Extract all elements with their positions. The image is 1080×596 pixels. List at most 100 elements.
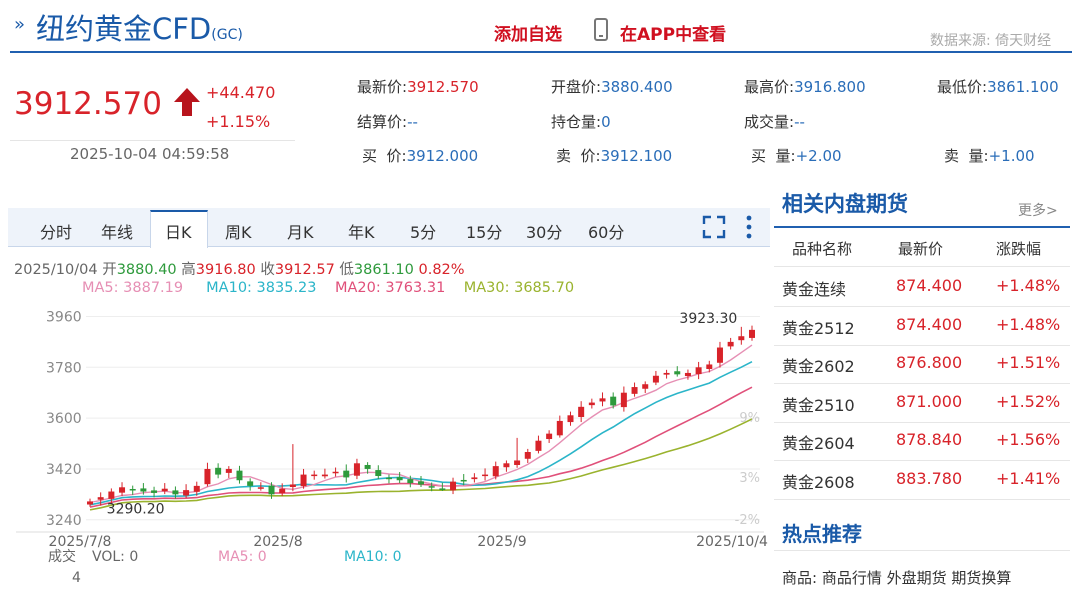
quote-ask: 卖 价:3912.100 [556,147,673,165]
y-tick-label: 3240 [46,513,82,529]
volume-ma10: MA10: 0 [344,549,402,565]
candle-body [535,440,542,451]
candle-body [129,488,136,491]
tab-year-line[interactable]: 年线 [101,223,134,242]
candle-body [161,488,168,492]
candlestick-chart[interactable]: 3960 3780 3600 3420 3240 9% 3% -2% 3923.30 3290.2… [8,296,772,596]
futures-change: +1.52% [996,391,1061,411]
pct-tick-label: 3% [739,471,760,486]
x-tick-label: 2025/9 [477,534,526,550]
futures-name[interactable]: 黄金2510 [782,395,855,415]
volume-axis-label: 4 [72,570,81,586]
ma20-legend: MA20: 3763.31 [334,280,446,296]
candle-body [353,463,360,476]
candle-body [396,477,403,481]
candle-body [332,471,339,474]
instrument-name: 纽约黄金CFD [36,12,212,46]
candle-body [460,479,467,482]
candle-body [524,452,531,459]
futures-change: +1.48% [996,276,1061,295]
futures-change: +1.41% [996,469,1061,488]
candle-body [674,371,681,375]
y-tick-label: 3960 [46,309,82,325]
add-favorite-button[interactable]: 添加自选 [494,25,562,45]
candles [87,325,755,507]
candle-body [215,467,222,475]
candle-body [695,367,702,375]
y-tick-label: 3600 [46,411,82,427]
tab-yearly-k[interactable]: 年K [348,223,375,242]
tab-5min[interactable]: 5分 [410,223,437,242]
active-tab-highlight [150,210,208,248]
candle-body [236,470,243,481]
candle-body [289,484,296,488]
candle-body [599,398,606,402]
up-arrow-icon [174,88,200,116]
pct-tick-label: -2% [735,513,760,528]
period-tab-bar [8,208,770,247]
candle-body [620,392,627,408]
tab-timeshare[interactable]: 分时 [40,223,73,242]
hot-recommend-links[interactable]: 商品: 商品行情 外盘期货 期货换算 [782,569,1012,587]
candle-body [503,463,510,468]
futures-name[interactable]: 黄金2604 [782,434,855,454]
quote-open-interest: 持仓量:0 [551,113,611,131]
tab-daily-k[interactable]: 日K [165,223,192,242]
col-header-name: 品种名称 [792,240,853,258]
futures-change: +1.51% [996,353,1061,373]
min-price-label: 3290.20 [107,502,165,518]
candle-body [385,477,392,480]
candle-body [610,396,617,406]
volume-value: VOL: 0 [92,549,138,565]
futures-price: 874.400 [896,276,963,295]
candle-body [642,384,649,389]
max-price-label: 3923.30 [679,311,737,327]
futures-price: 876.800 [896,353,963,373]
candle-body [716,347,723,363]
futures-name[interactable]: 黄金2602 [782,357,855,377]
candle-body [183,490,190,496]
candle-body [87,501,93,505]
quote-last: 最新价:3912.570 [357,78,479,96]
candle-body [311,474,318,477]
candle-body [364,464,371,469]
quote-ask-size: 卖 量:+1.00 [944,147,1035,165]
more-options-icon[interactable] [744,214,754,240]
candle-body [97,497,104,500]
tab-weekly-k[interactable]: 周K [225,223,252,242]
phone-icon[interactable] [594,18,608,41]
x-tick-label: 2025/10/4 [696,534,768,550]
tab-60min[interactable]: 60分 [588,223,625,242]
tab-30min[interactable]: 30分 [526,223,563,242]
candle-body [652,375,659,383]
quote-bid: 买 价:3912.000 [362,147,479,165]
tab-15min[interactable]: 15分 [466,223,503,242]
chart-labels: 3960 3780 3600 3420 3240 9% 3% -2% 3923.30 3290.2… [46,309,768,586]
price-change: +44.470 [206,83,276,102]
col-header-change: 涨跌幅 [996,240,1042,258]
futures-name[interactable]: 黄金连续 [782,280,847,299]
hot-divider [774,550,1070,551]
candle-body [556,420,563,436]
tab-monthly-k[interactable]: 月K [287,223,314,242]
ma20-line [89,386,753,508]
candle-body [268,485,275,495]
view-in-app-button[interactable]: 在APP中查看 [620,25,727,45]
col-header-price: 最新价 [898,240,944,258]
candle-body [300,474,307,487]
candle-body [257,487,264,489]
candle-body [482,474,489,477]
candle-body [225,468,232,473]
candle-body [418,481,424,485]
candle-body [343,470,350,478]
quote-open: 开盘价:3880.400 [551,78,673,96]
futures-name[interactable]: 黄金2512 [782,318,855,338]
more-link[interactable]: 更多> [1018,203,1058,219]
candle-body [279,488,286,494]
x-tick-label: 2025/7/8 [49,534,112,550]
hot-recommend-title: 热点推荐 [782,522,862,546]
candle-body [578,406,585,417]
futures-name[interactable]: 黄金2608 [782,473,855,492]
fullscreen-icon[interactable] [702,215,726,239]
quote-low: 最低价:3861.100 [937,78,1059,96]
